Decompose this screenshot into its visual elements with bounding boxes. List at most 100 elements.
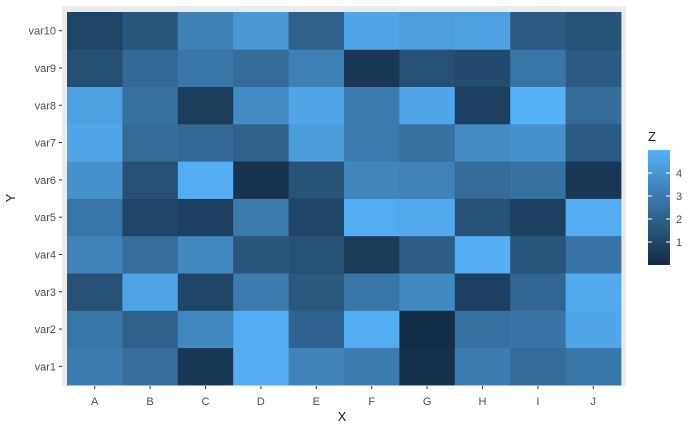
x-tick-label: H — [479, 396, 487, 408]
heatmap-cell-J-var4 — [565, 235, 622, 274]
heatmap-cell-D-var4 — [233, 235, 289, 274]
heatmap-cell-I-var5 — [510, 198, 566, 237]
legend-title: Z — [648, 129, 656, 144]
y-tick-label: var5 — [35, 212, 56, 224]
heatmap-cell-H-var4 — [454, 235, 511, 274]
heatmap-cell-F-var5 — [344, 198, 400, 237]
heatmap-cell-E-var9 — [288, 49, 345, 87]
y-tick-label: var6 — [35, 175, 56, 187]
heatmap-cell-A-var5 — [67, 198, 123, 237]
heatmap-cell-J-var8 — [565, 86, 622, 125]
heatmap-cell-D-var5 — [233, 198, 289, 237]
heatmap-cell-G-var1 — [399, 347, 456, 386]
heatmap-cell-I-var4 — [510, 235, 566, 274]
heatmap-cell-I-var9 — [510, 49, 566, 87]
heatmap-cell-H-var1 — [454, 347, 511, 386]
x-tick-label: J — [591, 396, 597, 408]
x-tick-label: D — [257, 396, 265, 408]
heatmap-cell-H-var2 — [454, 310, 511, 349]
heatmap-cell-A-var9 — [67, 49, 123, 87]
legend-tick-label: 3 — [676, 191, 682, 203]
y-tick-label: var8 — [35, 100, 56, 112]
heatmap-cell-C-var8 — [177, 86, 234, 125]
heatmap-cell-I-var6 — [510, 161, 566, 199]
heatmap-cell-F-var8 — [344, 86, 400, 125]
heatmap-cell-F-var10 — [344, 12, 400, 50]
heatmap-cell-D-var6 — [233, 161, 289, 199]
heatmap-cell-G-var6 — [399, 161, 456, 199]
heatmap-cells — [67, 12, 622, 386]
heatmap-cell-E-var10 — [288, 12, 345, 50]
legend-tick-label: 1 — [676, 237, 682, 249]
heatmap-cell-C-var2 — [177, 310, 234, 349]
heatmap-cell-H-var7 — [454, 123, 511, 162]
y-tick-label: var10 — [28, 26, 56, 38]
heatmap-cell-D-var7 — [233, 123, 289, 162]
heatmap-cell-B-var9 — [122, 49, 179, 87]
heatmap-cell-A-var10 — [67, 12, 123, 50]
heatmap-cell-F-var4 — [344, 235, 400, 274]
heatmap-cell-A-var6 — [67, 161, 123, 199]
y-tick-label: var7 — [35, 138, 56, 150]
heatmap-cell-H-var8 — [454, 86, 511, 125]
heatmap-cell-E-var5 — [288, 198, 345, 237]
heatmap-cell-C-var1 — [177, 347, 234, 386]
heatmap-cell-J-var5 — [565, 198, 622, 237]
heatmap-cell-J-var7 — [565, 123, 622, 162]
heatmap-cell-A-var3 — [67, 273, 123, 311]
heatmap-cell-B-var10 — [122, 12, 179, 50]
x-tick-label: C — [202, 396, 210, 408]
heatmap-cell-G-var3 — [399, 273, 456, 311]
heatmap-cell-G-var7 — [399, 123, 456, 162]
y-tick-label: var4 — [35, 249, 56, 261]
heatmap-cell-F-var6 — [344, 161, 400, 199]
heatmap-cell-E-var1 — [288, 347, 345, 386]
heatmap-cell-G-var5 — [399, 198, 456, 237]
heatmap-cell-B-var7 — [122, 123, 179, 162]
heatmap-cell-I-var3 — [510, 273, 566, 311]
heatmap-cell-E-var2 — [288, 310, 345, 349]
heatmap-cell-A-var4 — [67, 235, 123, 274]
heatmap-cell-G-var2 — [399, 310, 456, 349]
heatmap-cell-B-var3 — [122, 273, 179, 311]
x-tick-label: E — [313, 396, 320, 408]
x-tick-label: B — [146, 396, 153, 408]
heatmap-cell-G-var10 — [399, 12, 456, 50]
heatmap-cell-J-var10 — [565, 12, 622, 50]
heatmap-cell-H-var10 — [454, 12, 511, 50]
heatmap-cell-D-var10 — [233, 12, 289, 50]
heatmap-cell-I-var8 — [510, 86, 566, 125]
heatmap-cell-B-var8 — [122, 86, 179, 125]
heatmap-cell-I-var7 — [510, 123, 566, 162]
x-axis-ticks: A B C D E F G H I J — [91, 386, 596, 408]
heatmap-cell-F-var3 — [344, 273, 400, 311]
heatmap-cell-C-var9 — [177, 49, 234, 87]
heatmap-cell-D-var8 — [233, 86, 289, 125]
heatmap-cell-B-var6 — [122, 161, 179, 199]
heatmap-cell-G-var4 — [399, 235, 456, 274]
heatmap-cell-B-var4 — [122, 235, 179, 274]
heatmap-cell-E-var6 — [288, 161, 345, 199]
heatmap-cell-J-var2 — [565, 310, 622, 349]
heatmap-cell-D-var1 — [233, 347, 289, 386]
heatmap-cell-E-var3 — [288, 273, 345, 311]
heatmap-cell-D-var3 — [233, 273, 289, 311]
heatmap-cell-H-var6 — [454, 161, 511, 199]
legend-tick-label: 4 — [676, 168, 682, 180]
heatmap-cell-F-var9 — [344, 49, 400, 87]
heatmap-cell-D-var9 — [233, 49, 289, 87]
heatmap-cell-I-var1 — [510, 347, 566, 386]
heatmap-cell-J-var3 — [565, 273, 622, 311]
heatmap-cell-C-var7 — [177, 123, 234, 162]
heatmap-cell-C-var5 — [177, 198, 234, 237]
heatmap-cell-B-var1 — [122, 347, 179, 386]
heatmap-cell-C-var4 — [177, 235, 234, 274]
heatmap-cell-I-var10 — [510, 12, 566, 50]
x-tick-label: G — [423, 396, 432, 408]
heatmap-cell-H-var9 — [454, 49, 511, 87]
x-tick-label: I — [536, 396, 539, 408]
heatmap-cell-C-var10 — [177, 12, 234, 50]
heatmap-cell-J-var1 — [565, 347, 622, 386]
y-tick-label: var2 — [35, 324, 56, 336]
